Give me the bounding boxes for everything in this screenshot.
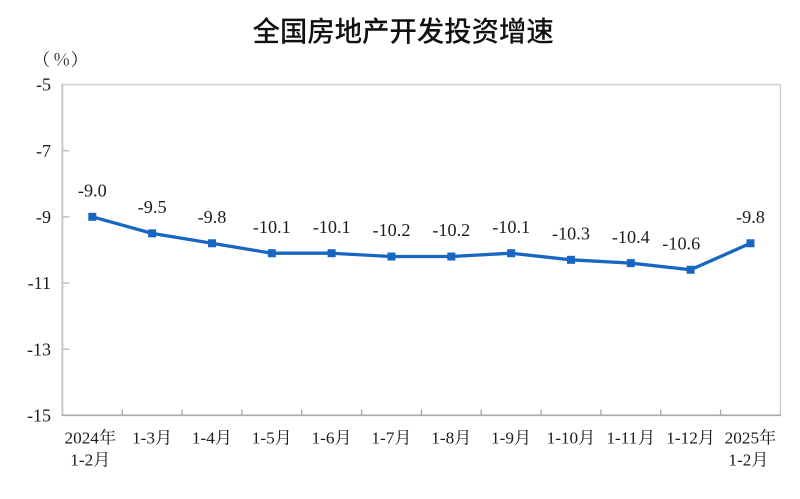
svg-text:1-12: 1-12 <box>666 429 698 448</box>
svg-text:-10.2: -10.2 <box>373 220 411 240</box>
svg-text:-9.0: -9.0 <box>78 181 107 201</box>
svg-text:-15: -15 <box>27 406 51 426</box>
svg-text:-13: -13 <box>27 339 51 359</box>
svg-text:-10.6: -10.6 <box>662 233 700 253</box>
svg-text:2024: 2024 <box>65 429 100 448</box>
svg-text:-9.8: -9.8 <box>198 207 227 227</box>
svg-text:-10.1: -10.1 <box>253 217 291 237</box>
svg-text:-10.1: -10.1 <box>492 217 530 237</box>
svg-text:-9.5: -9.5 <box>138 197 167 217</box>
svg-text:1-2: 1-2 <box>70 451 93 470</box>
svg-text:1-5: 1-5 <box>252 429 275 448</box>
svg-text:1-8: 1-8 <box>431 429 454 448</box>
svg-text:1-4: 1-4 <box>192 429 215 448</box>
svg-text:1-2: 1-2 <box>728 451 751 470</box>
svg-text:-10.3: -10.3 <box>552 224 590 244</box>
svg-text:-10.1: -10.1 <box>313 217 351 237</box>
svg-text:1-9: 1-9 <box>491 429 514 448</box>
svg-text:-9: -9 <box>36 207 51 227</box>
svg-text:-5: -5 <box>36 75 51 95</box>
svg-text:-10.2: -10.2 <box>432 220 470 240</box>
svg-text:1-3: 1-3 <box>132 429 155 448</box>
svg-text:-10.4: -10.4 <box>612 227 650 247</box>
svg-text:1-10: 1-10 <box>547 429 579 448</box>
svg-text:1-6: 1-6 <box>312 429 335 448</box>
svg-text:1-11: 1-11 <box>606 429 637 448</box>
svg-text:-9.8: -9.8 <box>736 207 765 227</box>
svg-text:2025: 2025 <box>725 429 759 448</box>
svg-text:-7: -7 <box>36 141 51 161</box>
svg-text:-11: -11 <box>28 273 51 293</box>
svg-text:1-7: 1-7 <box>371 429 394 448</box>
